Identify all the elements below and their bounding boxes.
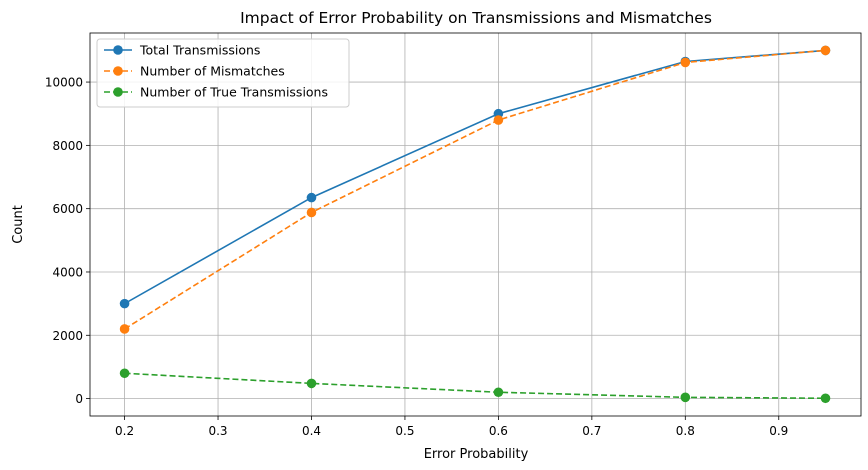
x-axis-label: Error Probability <box>424 447 529 462</box>
series-1 <box>119 45 831 334</box>
x-tick-label: 0.5 <box>395 424 414 438</box>
data-point <box>306 378 317 389</box>
series-2 <box>119 368 831 404</box>
x-tick-label: 0.4 <box>302 424 321 438</box>
legend-marker <box>113 87 123 97</box>
legend-box <box>96 38 350 108</box>
legend-label: Total Transmissions <box>139 43 260 58</box>
data-point <box>306 192 317 203</box>
data-point <box>493 387 504 398</box>
x-axis: 0.2 0.3 0.4 0.5 0.6 0.7 0.8 0.9 <box>115 416 788 438</box>
y-tick-label: 2000 <box>52 329 83 343</box>
legend-label: Number of Mismatches <box>140 64 285 79</box>
x-tick-label: 0.7 <box>582 424 601 438</box>
series-layer <box>119 45 831 404</box>
x-tick-label: 0.8 <box>676 424 695 438</box>
legend: Total Transmissions Number of Mismatches N… <box>96 38 350 108</box>
legend-label: Number of True Transmissions <box>140 85 328 100</box>
data-point <box>119 324 130 334</box>
data-point <box>820 393 831 404</box>
data-point <box>680 392 691 403</box>
y-tick-label: 10000 <box>45 76 83 90</box>
data-point <box>820 45 831 56</box>
y-tick-label: 0 <box>75 392 83 406</box>
data-point <box>119 368 130 379</box>
x-tick-label: 0.3 <box>208 424 227 438</box>
legend-marker <box>113 45 123 55</box>
data-point <box>306 207 317 218</box>
x-tick-label: 0.2 <box>115 424 134 438</box>
x-tick-label: 0.6 <box>489 424 508 438</box>
y-tick-label: 8000 <box>52 139 83 153</box>
y-axis-label: Count <box>11 205 26 244</box>
data-point <box>119 298 130 309</box>
plot-frame <box>89 32 862 417</box>
data-point <box>493 115 504 125</box>
legend-marker <box>113 66 123 76</box>
data-point <box>680 57 691 68</box>
x-tick-label: 0.9 <box>769 424 788 438</box>
chart-title: Impact of Error Probability on Transmiss… <box>240 9 712 27</box>
y-tick-label: 4000 <box>52 265 83 279</box>
y-axis: 0 2000 4000 6000 8000 10000 <box>45 76 90 406</box>
y-tick-label: 6000 <box>52 202 83 216</box>
